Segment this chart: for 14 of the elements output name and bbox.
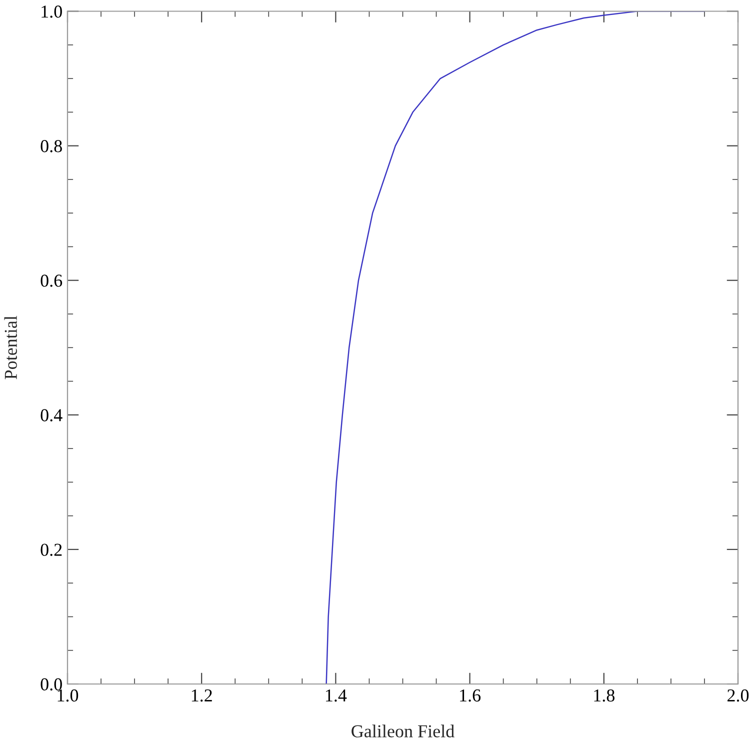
y-tick-label: 1.0	[42, 6, 62, 18]
x-tick-label: 1.0	[58, 689, 78, 702]
x-tick-label: 1.4	[326, 689, 347, 702]
y-tick-label: 0.6	[40, 274, 62, 287]
x-axis-title: Galileon Field	[352, 724, 454, 738]
y-tick-label: 0.4	[40, 409, 62, 422]
x-tick-label: 1.6	[460, 689, 481, 702]
y-tick-label: 0.2	[40, 544, 62, 556]
x-tick-label: 1.2	[192, 689, 212, 702]
y-tick-label: 0.8	[40, 140, 62, 152]
x-tick-label: 2.0	[728, 689, 749, 702]
y-tick-label: 0.0	[40, 678, 62, 691]
x-tick-label: 1.8	[594, 689, 614, 702]
y-axis-title: Potential	[4, 316, 17, 380]
